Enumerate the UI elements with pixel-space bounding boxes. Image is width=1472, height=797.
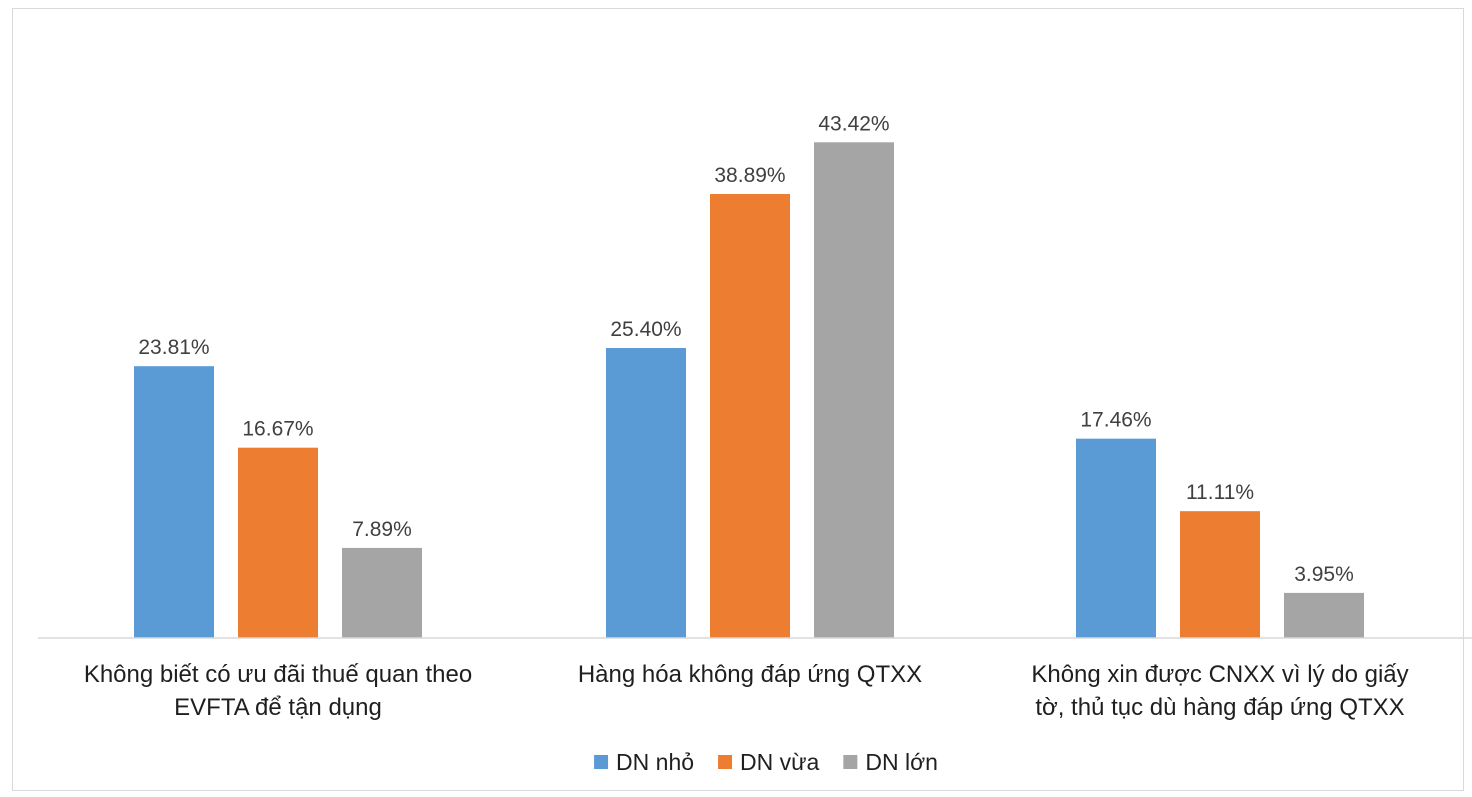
bar-1-series-3 — [342, 547, 422, 638]
category-label-2-line-1: Hàng hóa không đáp ứng QTXX — [578, 661, 922, 688]
bar-3-series-1 — [1076, 438, 1156, 638]
bar-3-series-2 — [1180, 511, 1260, 638]
category-label-1-line-2: EVFTA để tận dụng — [174, 694, 382, 721]
bar-1-series-2 — [238, 447, 318, 638]
value-label-1-series-2: 16.67% — [242, 418, 313, 441]
legend-swatch-1 — [594, 755, 609, 769]
bar-1-series-1 — [134, 366, 214, 638]
bar-2-series-3 — [814, 142, 894, 638]
category-label-3-line-2: tờ, thủ tục dù hàng đáp ứng QTXX — [1035, 694, 1404, 721]
bar-3-series-3 — [1284, 592, 1364, 638]
legend-swatch-2 — [718, 755, 733, 769]
value-label-3-series-1: 17.46% — [1080, 409, 1151, 432]
value-label-3-series-2: 11.11% — [1186, 481, 1254, 504]
legend-label-2: DN vừa — [740, 749, 820, 775]
value-label-2-series-3: 43.42% — [818, 112, 889, 135]
value-label-3-series-3: 3.95% — [1294, 563, 1354, 586]
category-label-3-line-1: Không xin được CNXX vì lý do giấy — [1031, 661, 1408, 688]
category-label-1-line-1: Không biết có ưu đãi thuế quan theo — [84, 661, 472, 688]
legend-label-3: DN lớn — [865, 749, 938, 775]
value-labels-layer: 23.81% 16.67% 7.89% 25.40% 38.89% 43.42% 17.46… — [138, 112, 1353, 586]
category-labels-layer: Không biết có ưu đãi thuế quan theo EVFTA… — [84, 661, 1409, 721]
legend-swatch-3 — [843, 755, 858, 769]
legend-label-1: DN nhỏ — [616, 749, 694, 775]
bars-layer — [134, 142, 1364, 638]
value-label-2-series-1: 25.40% — [610, 318, 681, 341]
value-label-1-series-1: 23.81% — [138, 336, 209, 359]
value-label-2-series-2: 38.89% — [714, 164, 785, 187]
bar-2-series-2 — [710, 194, 790, 638]
legend: DN nhỏ DN vừa DN lớn — [594, 749, 938, 775]
bar-2-series-1 — [606, 348, 686, 638]
value-label-1-series-3: 7.89% — [352, 518, 412, 541]
